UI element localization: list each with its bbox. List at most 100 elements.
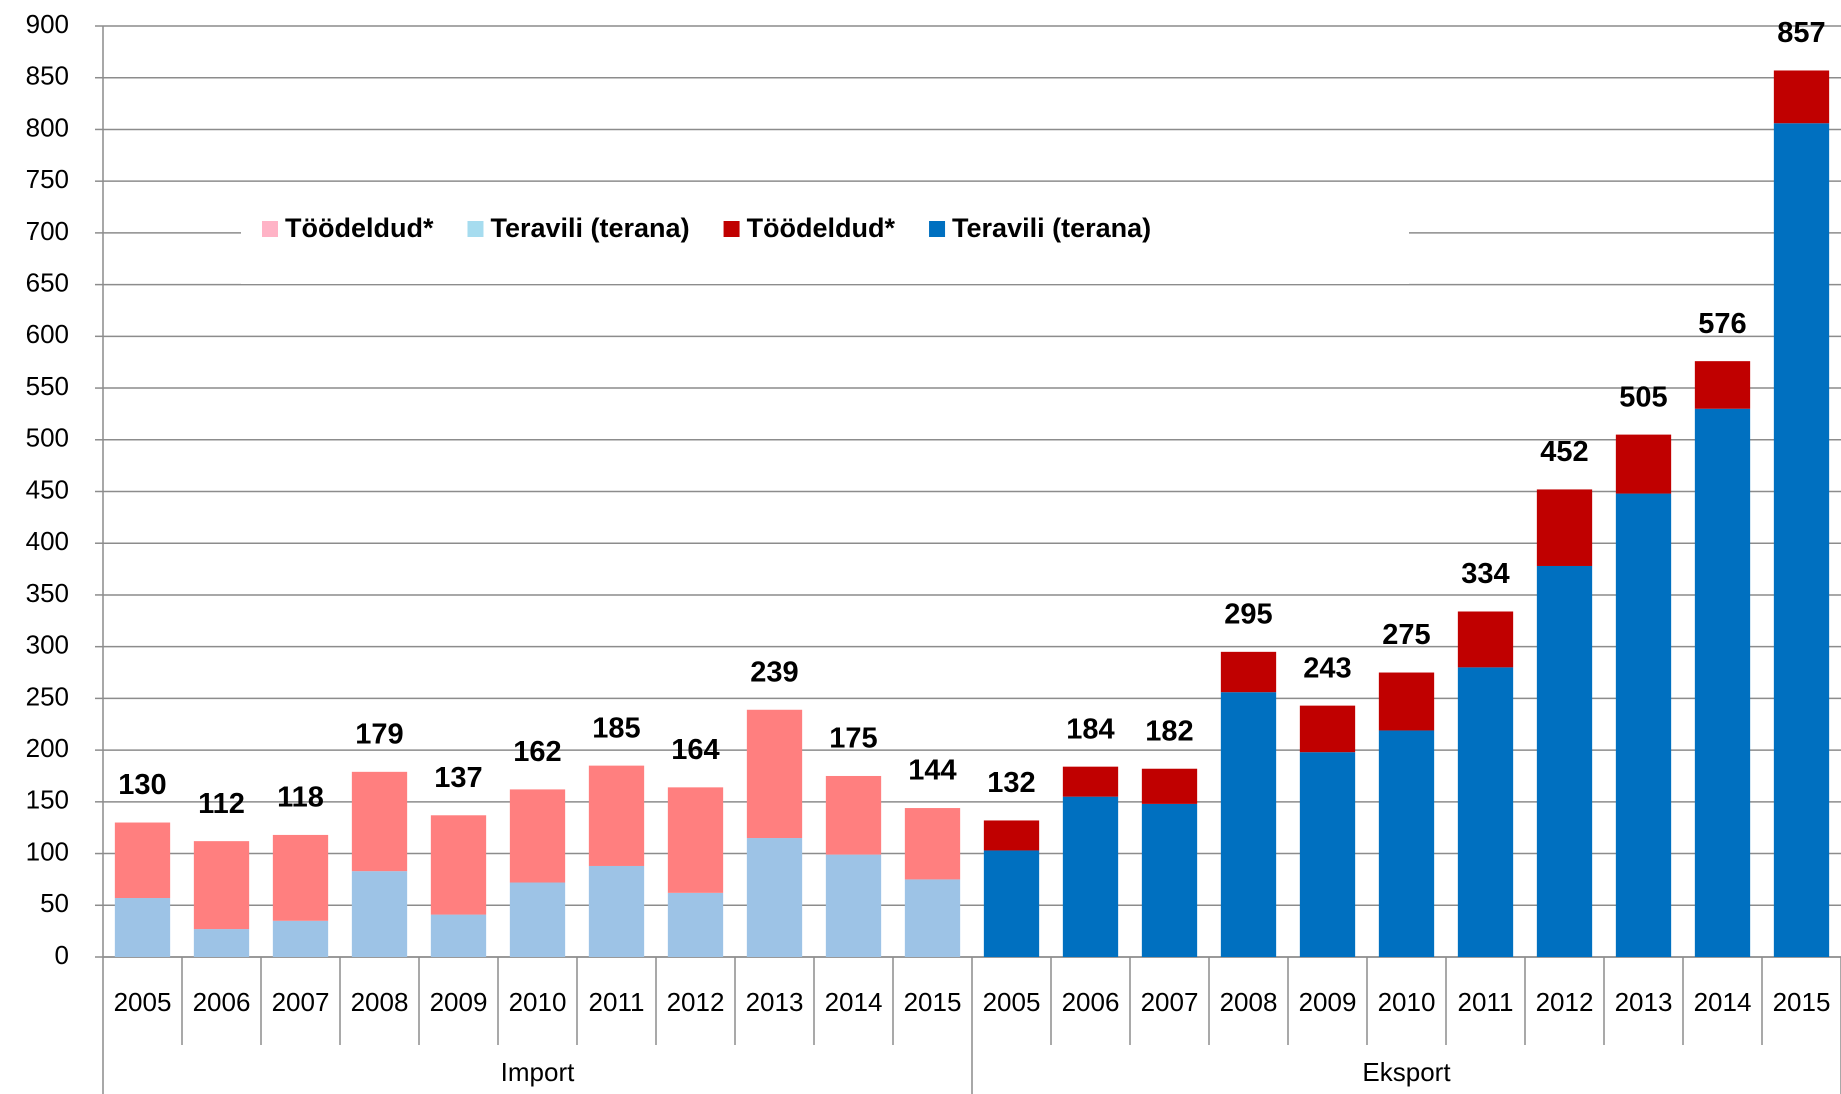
bar-segment	[588, 865, 645, 957]
bar-segment	[1220, 692, 1277, 957]
total-label: 243	[1303, 652, 1351, 684]
bar-segment	[667, 787, 724, 893]
group-label: Import	[501, 1057, 575, 1087]
bar-segment	[1773, 123, 1830, 957]
y-tick-label: 50	[40, 888, 69, 918]
total-label: 275	[1382, 619, 1430, 651]
y-tick-label: 450	[26, 474, 69, 504]
bar-segment	[114, 898, 171, 957]
bar-segment	[1536, 489, 1593, 566]
y-tick-label: 550	[26, 371, 69, 401]
bar-segment	[1457, 667, 1514, 957]
bar-segment	[430, 815, 487, 915]
bar-segment	[272, 920, 329, 957]
total-label: 162	[513, 736, 561, 768]
bar-segment	[904, 808, 961, 880]
bar-segment	[1141, 768, 1198, 804]
total-label: 164	[671, 734, 719, 766]
x-tick-label: 2005	[114, 987, 172, 1017]
x-tick-label: 2009	[430, 987, 488, 1017]
legend-label: Töödeldud*	[285, 213, 434, 243]
x-tick-label: 2011	[589, 987, 645, 1017]
y-tick-label: 350	[26, 578, 69, 608]
bar-segment	[509, 789, 566, 883]
total-label: 175	[829, 723, 877, 755]
total-label: 118	[277, 782, 324, 814]
bar-segment	[1141, 803, 1198, 957]
x-tick-label: 2007	[1141, 987, 1199, 1017]
total-label: 239	[750, 656, 798, 688]
y-tick-label: 900	[26, 9, 69, 39]
legend-swatch	[262, 221, 278, 237]
bar-segment	[588, 765, 645, 866]
total-label: 132	[987, 767, 1035, 799]
total-label: 295	[1224, 598, 1272, 630]
y-tick-label: 650	[26, 267, 69, 297]
legend-label: Töödeldud*	[747, 213, 896, 243]
total-label: 857	[1777, 17, 1825, 49]
x-tick-label: 2010	[509, 987, 567, 1017]
bar-segment	[904, 879, 961, 957]
y-tick-label: 850	[26, 61, 69, 91]
total-label: 182	[1145, 715, 1193, 747]
x-tick-label: 2012	[667, 987, 725, 1017]
bar-segment	[1299, 705, 1356, 753]
legend-swatch	[929, 221, 946, 237]
y-tick-label: 700	[26, 216, 69, 246]
y-tick-label: 150	[26, 785, 69, 815]
total-label: 576	[1698, 308, 1746, 340]
bar-segment	[746, 838, 803, 957]
bar-segment	[272, 834, 329, 921]
total-label: 505	[1619, 381, 1667, 413]
x-tick-label: 2013	[746, 987, 804, 1017]
bar-segment	[1378, 730, 1435, 957]
bar-segment	[1773, 70, 1830, 124]
y-tick-label: 200	[26, 733, 69, 763]
total-label: 452	[1540, 436, 1588, 468]
total-label: 112	[198, 788, 245, 820]
y-tick-label: 100	[26, 836, 69, 866]
bar-segment	[1615, 493, 1672, 957]
bar-segment	[351, 871, 408, 957]
x-tick-label: 2006	[193, 987, 251, 1017]
legend-swatch	[723, 221, 740, 237]
total-label: 144	[908, 755, 956, 787]
x-tick-label: 2008	[351, 987, 409, 1017]
y-tick-label: 500	[26, 423, 69, 453]
x-tick-label: 2006	[1062, 987, 1120, 1017]
y-tick-label: 250	[26, 681, 69, 711]
x-tick-label: 2015	[1773, 987, 1831, 1017]
x-tick-label: 2014	[1694, 987, 1752, 1017]
x-tick-label: 2013	[1615, 987, 1673, 1017]
legend-swatch	[467, 221, 484, 237]
total-label: 184	[1066, 713, 1114, 745]
total-label: 334	[1461, 558, 1509, 590]
x-tick-label: 2011	[1458, 987, 1514, 1017]
x-tick-label: 2010	[1378, 987, 1436, 1017]
x-tick-label: 2015	[904, 987, 962, 1017]
bar-segment	[114, 822, 171, 899]
bar-segment	[983, 820, 1040, 851]
bar-segment	[1220, 651, 1277, 693]
bar-segment	[667, 892, 724, 957]
x-tick-label: 2014	[825, 987, 883, 1017]
x-tick-label: 2009	[1299, 987, 1357, 1017]
bar-segment	[193, 929, 250, 957]
legend-label: Teravili (terana)	[490, 213, 689, 243]
y-tick-label: 300	[26, 630, 69, 660]
bar-segment	[1536, 565, 1593, 957]
legend-label: Teravili (terana)	[952, 213, 1151, 243]
bar-segment	[1615, 434, 1672, 494]
x-tick-label: 2012	[1536, 987, 1594, 1017]
bar-segment	[430, 914, 487, 957]
bar-segment	[1694, 408, 1751, 957]
total-label: 185	[592, 712, 640, 744]
bar-segment	[1062, 796, 1119, 957]
x-tick-label: 2008	[1220, 987, 1278, 1017]
bar-segment	[983, 850, 1040, 957]
y-tick-label: 0	[55, 940, 69, 970]
x-tick-label: 2005	[983, 987, 1041, 1017]
bar-segment	[193, 841, 250, 930]
group-label: Eksport	[1362, 1057, 1451, 1087]
bar-segment	[351, 771, 408, 872]
